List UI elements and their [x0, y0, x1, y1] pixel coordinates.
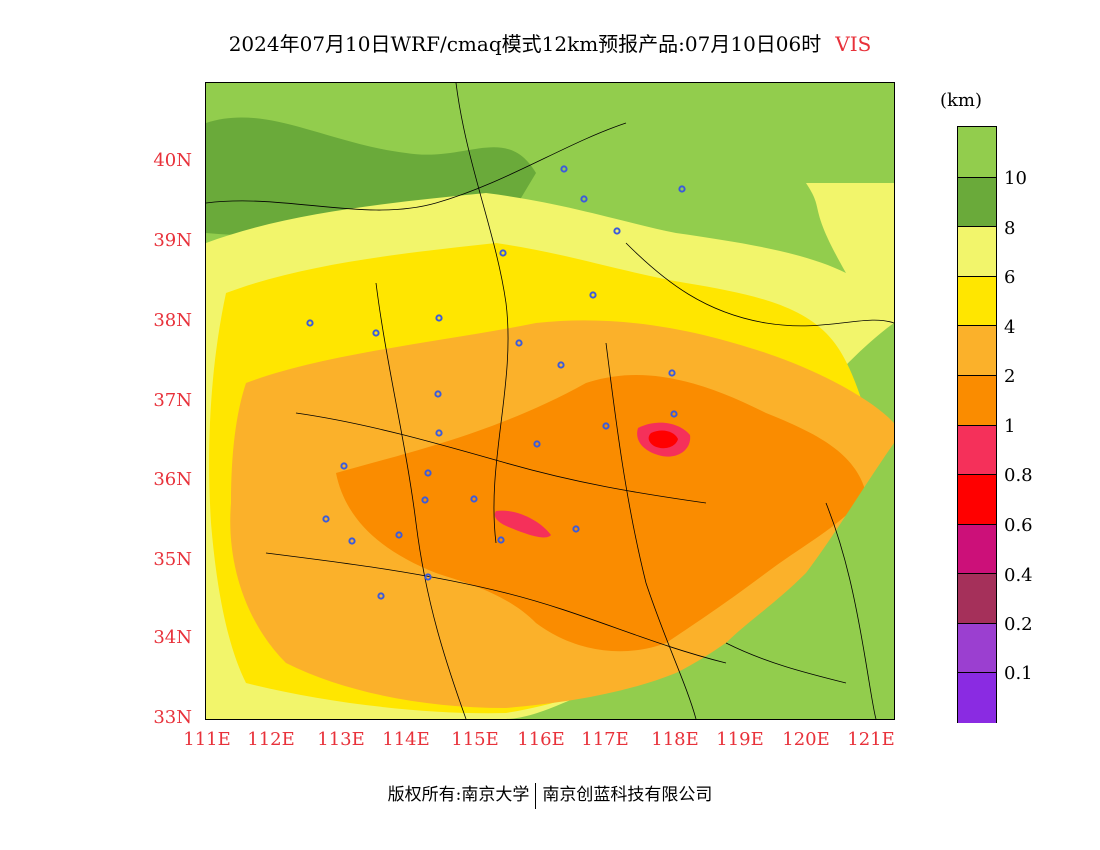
visibility-map — [205, 82, 895, 720]
colorbar-tick-8: 8 — [1004, 218, 1016, 239]
lon-label-120e: 120E — [782, 729, 830, 750]
colorbar-tick-0.1: 0.1 — [1004, 663, 1033, 684]
colorbar-tick-10: 10 — [1004, 168, 1027, 189]
variable-label: VIS — [835, 32, 872, 56]
colorbar-box — [958, 325, 996, 376]
colorbar-box — [958, 474, 996, 525]
colorbar-box — [958, 275, 996, 327]
lon-label-114e: 114E — [382, 729, 430, 750]
colorbar-box — [958, 127, 996, 177]
lon-label-111e: 111E — [183, 729, 231, 750]
lon-label-121e: 121E — [847, 729, 895, 750]
lat-label-33n: 33N — [153, 707, 192, 728]
admin-boundaries — [206, 83, 894, 719]
lat-label-37n: 37N — [153, 390, 192, 411]
colorbar-tick-0.2: 0.2 — [1004, 614, 1033, 635]
field-0.6-0.8-patch — [648, 430, 678, 449]
colorbar-box — [958, 374, 996, 426]
lat-label-38n: 38N — [153, 310, 192, 331]
lat-label-35n: 35N — [153, 549, 192, 570]
lon-label-119e: 119E — [716, 729, 764, 750]
lat-label-39n: 39N — [153, 230, 192, 251]
city-markers — [306, 165, 686, 600]
lon-label-113e: 113E — [317, 729, 365, 750]
lon-label-118e: 118E — [651, 729, 699, 750]
field-sea — [726, 443, 894, 719]
footer-right: 南京创蓝科技有限公司 — [542, 785, 713, 805]
colorbar-box — [958, 573, 996, 624]
map-fields — [206, 83, 894, 719]
lon-label-115e: 115E — [451, 729, 499, 750]
lat-label-36n: 36N — [153, 469, 192, 490]
lon-label-116e: 116E — [517, 729, 565, 750]
colorbar-box — [958, 176, 996, 228]
colorbar-tick-1: 1 — [1004, 416, 1016, 437]
colorbar-tick-4: 4 — [1004, 317, 1016, 338]
colorbar-tick-0.8: 0.8 — [1004, 465, 1033, 486]
colorbar — [957, 126, 997, 723]
colorbar-box — [958, 523, 996, 575]
footer-separator — [535, 782, 537, 809]
field-1-2 — [336, 374, 866, 652]
colorbar-box — [958, 622, 996, 674]
colorbar-box — [958, 424, 996, 476]
footer-left: 版权所有:南京大学 — [387, 785, 530, 805]
lon-label-117e: 117E — [581, 729, 629, 750]
lat-label-40n: 40N — [153, 150, 192, 171]
colorbar-box — [958, 226, 996, 277]
lat-label-34n: 34N — [153, 627, 192, 648]
colorbar-unit: (km) — [940, 90, 983, 111]
map-title: 2024年07月10日WRF/cmaq模式12km预报产品:07月10日06时 V… — [0, 28, 1100, 57]
copyright-footer: 版权所有:南京大学 南京创蓝科技有限公司 — [0, 780, 1100, 809]
colorbar-tick-6: 6 — [1004, 267, 1016, 288]
title-text: 2024年07月10日WRF/cmaq模式12km预报产品:07月10日06时 — [228, 32, 822, 56]
colorbar-box — [958, 672, 996, 723]
lon-label-112e: 112E — [247, 729, 295, 750]
field-0.8-1-patch-center — [494, 510, 551, 538]
colorbar-tick-0.6: 0.6 — [1004, 515, 1033, 536]
colorbar-tick-2: 2 — [1004, 366, 1016, 387]
colorbar-tick-0.4: 0.4 — [1004, 565, 1033, 586]
